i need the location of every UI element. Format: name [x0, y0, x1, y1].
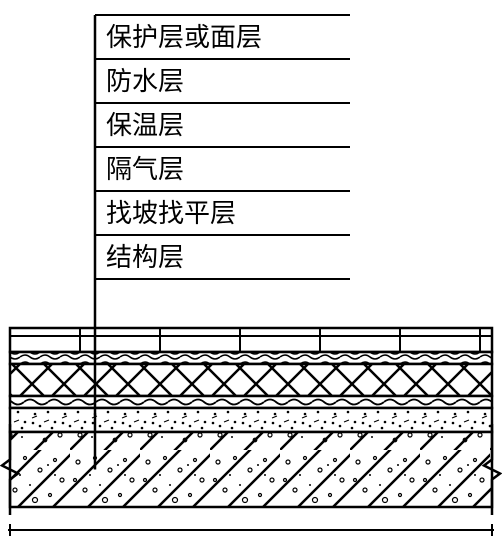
insulation-layer	[10, 364, 492, 396]
structural-layer-label: 结构层	[100, 235, 350, 279]
layer-label-list: 保护层或面层防水层保温层隔气层找坡找平层结构层	[100, 15, 350, 279]
leveling-layer	[10, 408, 492, 432]
protective-layer	[10, 328, 492, 352]
vapor-barrier-label: 隔气层	[100, 147, 350, 191]
insulation-layer-label: 保温层	[100, 103, 350, 147]
structural-layer	[10, 432, 492, 507]
protective-layer-label: 保护层或面层	[100, 15, 350, 59]
leveling-layer-label: 找坡找平层	[100, 191, 350, 235]
vapor-barrier	[10, 396, 492, 408]
waterproof-layer	[10, 352, 492, 364]
waterproof-layer-label: 防水层	[100, 59, 350, 103]
